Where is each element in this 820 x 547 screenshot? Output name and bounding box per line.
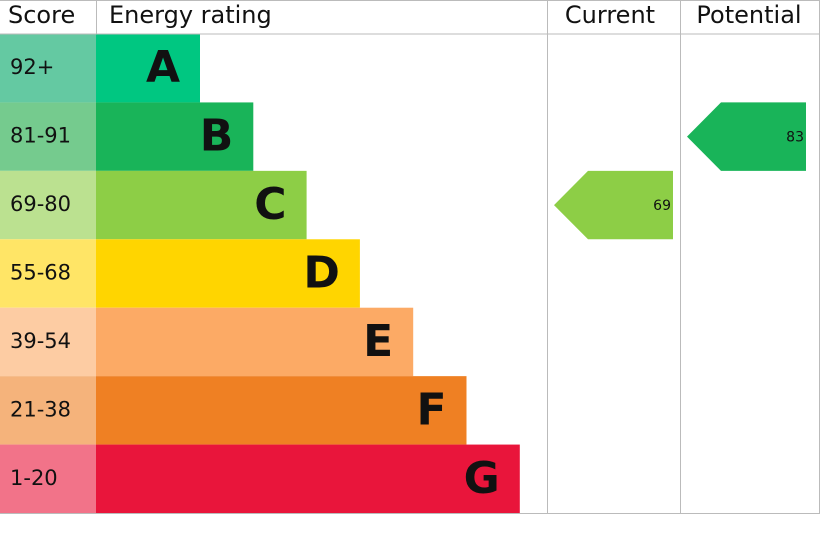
rating-letter: B [200, 111, 234, 162]
column-header: Current [565, 1, 655, 29]
score-cell [0, 239, 96, 308]
potential-value: 83 [786, 130, 804, 146]
score-cell [0, 102, 96, 171]
rating-letter: G [464, 453, 500, 504]
score-cell [0, 444, 96, 513]
score-label: 69-80 [10, 192, 71, 216]
score-cell [0, 307, 96, 377]
score-label: 92+ [10, 55, 54, 79]
column-header: Score [8, 1, 75, 29]
score-label: 1-20 [10, 466, 58, 490]
column-header: Potential [696, 1, 801, 29]
rating-letter: C [254, 179, 286, 230]
current-value: 69 [653, 198, 671, 214]
rating-bar [96, 239, 360, 308]
rating-bar [96, 170, 307, 240]
score-cell [0, 170, 96, 240]
rating-bar [96, 376, 467, 445]
rating-letter: E [363, 316, 393, 367]
score-label: 39-54 [10, 329, 71, 353]
rating-letter: A [146, 42, 180, 93]
current-arrow [554, 170, 673, 240]
rating-bar [96, 102, 254, 171]
score-label: 21-38 [10, 397, 71, 421]
rating-letter: F [416, 384, 446, 435]
rating-bar [96, 34, 200, 103]
rating-letter: D [303, 248, 340, 299]
potential-arrow [687, 102, 806, 171]
score-cell [0, 34, 96, 103]
score-label: 81-91 [10, 124, 71, 148]
score-cell [0, 376, 96, 445]
rating-bar [96, 307, 414, 377]
rating-bar [96, 444, 520, 513]
column-header: Energy rating [109, 1, 272, 29]
score-label: 55-68 [10, 261, 71, 285]
